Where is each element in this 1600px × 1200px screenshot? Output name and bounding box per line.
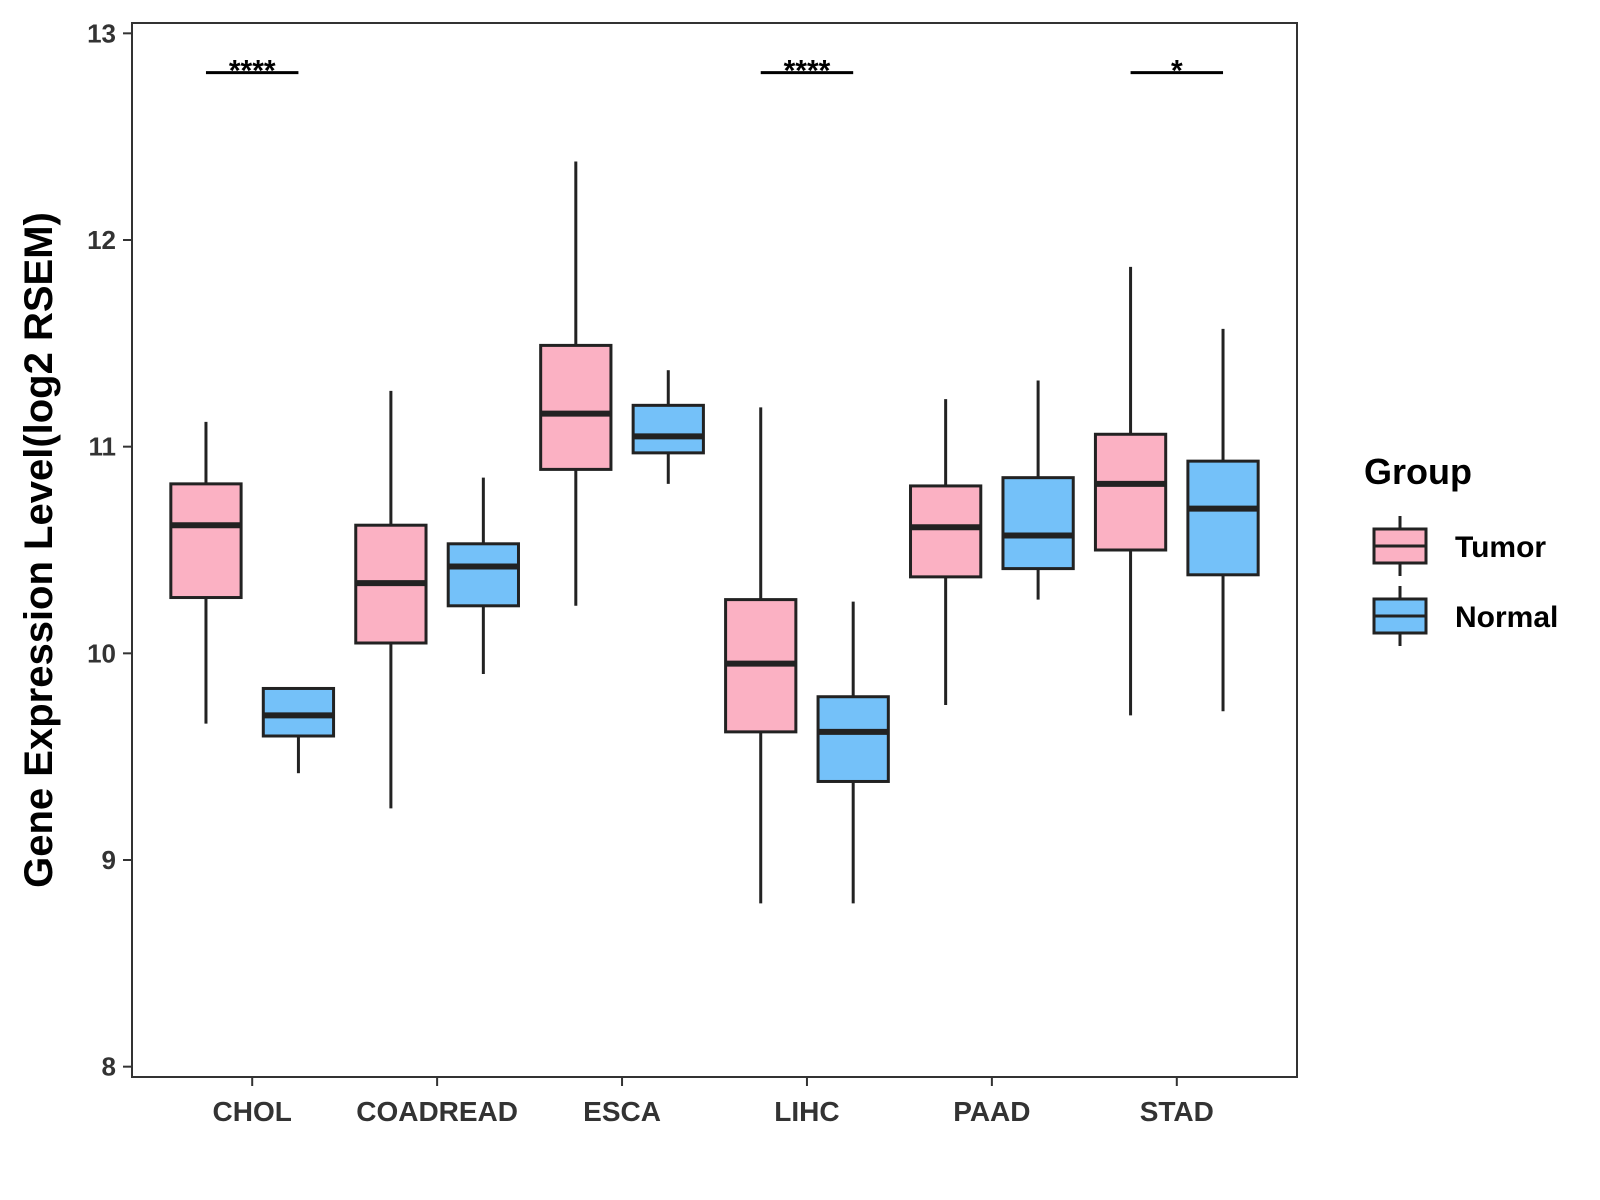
box-normal-coadread [446,477,520,674]
box-normal-stad [1186,328,1260,712]
y-tick-label: 12 [87,225,116,255]
significance-annotations: **** **** * [205,55,1224,88]
y-axis: 8 9 10 11 12 13 [87,18,132,1082]
box-tumor-coadread [354,390,428,809]
box-tumor-lihc [724,407,798,904]
significance-stad: * [1130,55,1224,88]
x-tick-label: CHOL [213,1096,292,1127]
significance-label: **** [229,55,276,88]
box-iqr [446,542,520,608]
box-iqr [169,482,243,600]
box-iqr [1093,432,1168,552]
box-series [169,161,1260,904]
legend-label: Tumor [1455,531,1546,564]
box-normal-paad [1001,380,1075,600]
box-normal-chol [261,686,336,774]
y-axis-title: Gene Expression Level(log2 RSEM) [17,212,61,888]
box-tumor-paad [909,399,983,705]
significance-label: * [1171,55,1183,88]
x-tick-label: PAAD [953,1096,1030,1127]
y-tick-label: 11 [89,432,117,462]
x-axis: CHOL COADREAD ESCA LIHC PAAD STAD [213,1077,1214,1127]
box-iqr [631,403,705,455]
y-tick-label: 9 [102,845,116,875]
box-tumor-chol [169,421,243,724]
box-iqr [909,484,983,579]
box-tumor-stad [1093,266,1168,716]
box-normal-esca [631,370,705,484]
legend-item-tumor: Tumor [1372,516,1546,576]
box-tumor-esca [539,161,613,606]
legend-label: Normal [1455,601,1558,634]
box-iqr [1186,459,1260,577]
box-iqr [816,695,890,783]
y-tick-label: 8 [102,1052,116,1082]
box-normal-lihc [816,601,890,904]
series-normal [261,328,1260,904]
legend-item-normal: Normal [1372,586,1558,646]
x-tick-label: COADREAD [356,1096,518,1127]
x-tick-label: LIHC [774,1096,839,1127]
y-tick-label: 10 [87,638,116,668]
significance-chol: **** [205,55,299,88]
significance-lihc: **** [760,55,854,88]
legend: Group Tumor Normal [1364,451,1558,646]
box-iqr [1001,476,1075,571]
legend-title: Group [1364,451,1472,492]
box-iqr [261,686,336,738]
x-tick-label: STAD [1140,1096,1214,1127]
y-tick-label: 13 [87,18,116,48]
series-tumor [169,161,1168,904]
box-iqr [539,343,613,471]
significance-label: **** [784,55,831,88]
x-tick-label: ESCA [583,1096,661,1127]
